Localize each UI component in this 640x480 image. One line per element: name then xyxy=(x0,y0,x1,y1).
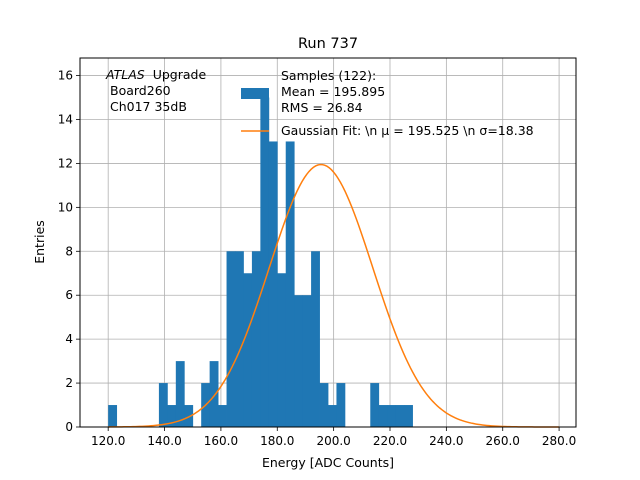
histogram-bar xyxy=(387,405,397,427)
info-annotation: ATLAS Upgrade Board260 Ch017 35dB xyxy=(105,67,206,114)
y-tick-label: 16 xyxy=(58,69,73,83)
x-axis-label: Energy [ADC Counts] xyxy=(262,455,394,470)
x-tick-label: 140.0 xyxy=(147,434,181,448)
histogram-bar xyxy=(218,405,227,427)
legend-samples-mean: Mean = 195.895 xyxy=(281,84,385,99)
histogram-bar xyxy=(378,405,388,427)
experiment-label: ATLAS xyxy=(105,67,145,82)
histogram-bar xyxy=(328,405,337,427)
histogram-bar xyxy=(175,361,185,427)
histogram-bar xyxy=(370,383,380,427)
histogram-bar xyxy=(302,295,312,427)
y-tick-label: 12 xyxy=(58,156,73,170)
histogram-bar xyxy=(268,141,278,427)
info-line-2: Board260 xyxy=(110,83,171,98)
legend-fit-label: Gaussian Fit: \n μ = 195.525 \n σ=18.38 xyxy=(281,123,534,138)
histogram-bar xyxy=(260,97,270,428)
y-tick-label: 0 xyxy=(65,420,73,434)
histogram-bar xyxy=(395,405,405,427)
x-tick-label: 260.0 xyxy=(486,434,520,448)
y-tick-label: 14 xyxy=(58,113,73,127)
x-tick-label: 120.0 xyxy=(91,434,125,448)
chart-title: Run 737 xyxy=(298,36,358,52)
x-tick-label: 180.0 xyxy=(260,434,294,448)
y-tick-label: 2 xyxy=(65,376,73,390)
y-tick-label: 8 xyxy=(65,244,73,258)
histogram-bar xyxy=(404,405,413,427)
x-axis-ticks: 120.0 140.0 160.0 180.0 200.0 220.0 240.0 260.0… xyxy=(91,427,576,448)
histogram-bar xyxy=(184,405,194,427)
histogram-bar xyxy=(311,251,320,427)
info-line-1: Upgrade xyxy=(153,67,207,82)
info-line-3: Ch017 35dB xyxy=(110,99,187,114)
gaussian-fit-line xyxy=(108,163,560,428)
histogram-bar xyxy=(158,383,168,427)
y-axis-ticks: 0 2 4 6 8 10 12 14 16 xyxy=(58,69,80,434)
histogram-bar xyxy=(226,251,236,427)
x-tick-label: 200.0 xyxy=(316,434,350,448)
histogram-bar xyxy=(167,405,177,427)
plot-frame xyxy=(79,57,577,428)
x-tick-label: 220.0 xyxy=(373,434,407,448)
histogram-bar xyxy=(277,273,287,427)
histogram-bars xyxy=(108,97,413,428)
legend: Samples (122): Mean = 195.895 RMS = 26.8… xyxy=(241,68,534,138)
y-tick-label: 6 xyxy=(65,288,73,302)
x-tick-label: 160.0 xyxy=(204,434,238,448)
y-tick-label: 10 xyxy=(58,200,73,214)
legend-samples-rms: RMS = 26.84 xyxy=(281,100,363,115)
histogram-bar xyxy=(319,383,329,427)
x-tick-label: 280.0 xyxy=(542,434,576,448)
histogram-bar xyxy=(235,251,244,427)
histogram-bar xyxy=(251,251,261,427)
x-tick-label: 240.0 xyxy=(429,434,463,448)
histogram-bar xyxy=(285,141,295,427)
histogram-bar xyxy=(294,295,304,427)
svg-text:ATLAS Upgrade: ATLAS Upgrade xyxy=(105,67,206,82)
histogram-bar xyxy=(336,383,346,427)
histogram-bar xyxy=(108,405,118,427)
legend-samples-label: Samples (122): xyxy=(281,68,376,83)
histogram-bar xyxy=(209,361,219,427)
y-axis-label: Entries xyxy=(32,220,47,264)
y-tick-label: 4 xyxy=(65,332,73,346)
histogram-bar xyxy=(243,273,253,427)
legend-samples-swatch xyxy=(241,88,269,99)
